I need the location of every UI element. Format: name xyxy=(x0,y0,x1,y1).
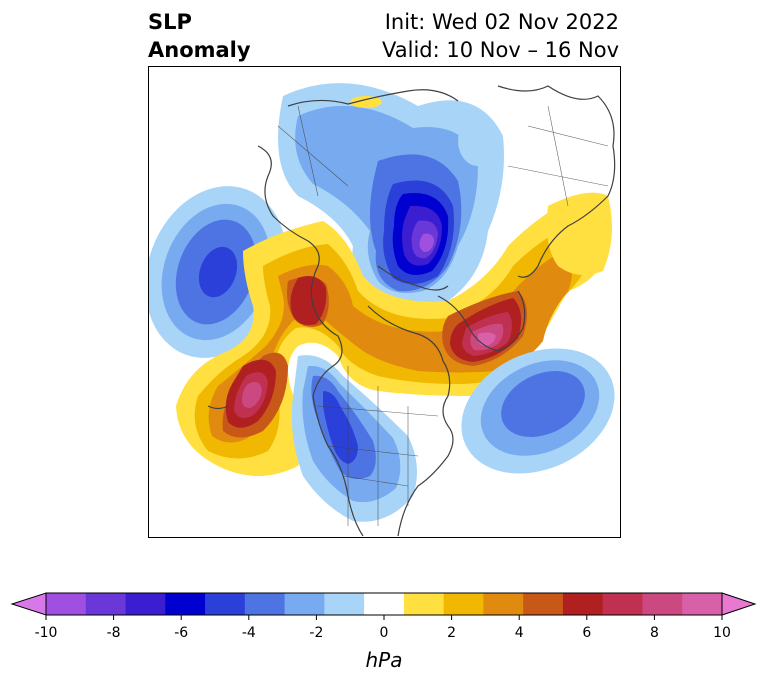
title-line-2: Anomaly xyxy=(148,38,251,62)
title-line-1: SLP xyxy=(148,10,192,34)
colorbar-cell xyxy=(523,593,564,615)
colorbar-cell xyxy=(165,593,206,615)
colorbar: -10 -8 -6 -4 -2 0 2 4 6 8 10 hPa xyxy=(10,592,757,672)
colorbar-cell xyxy=(483,593,524,615)
greenland-high-core xyxy=(450,298,522,362)
borders xyxy=(277,105,609,526)
colorbar-tick-label: 2 xyxy=(447,625,456,641)
colorbar-cell xyxy=(364,593,405,615)
colorbar-cell xyxy=(284,593,325,615)
chart-title: SLP Anomaly xyxy=(148,8,251,64)
north-america-low xyxy=(291,355,417,522)
colorbar-tick-label: -8 xyxy=(107,625,121,641)
europe-high-anomaly xyxy=(546,192,612,275)
colorbar-extend-min xyxy=(10,592,47,616)
colorbar-unit-label: hPa xyxy=(366,648,403,672)
colorbar-cell xyxy=(443,593,484,615)
chart-subtitle: Init: Wed 02 Nov 2022 Valid: 10 Nov – 16… xyxy=(382,8,619,64)
arctic-low-anomaly xyxy=(278,83,504,306)
map-frame xyxy=(148,66,621,538)
kara-sea-low xyxy=(458,116,498,166)
colorbar-tick-label: 4 xyxy=(515,625,524,641)
ne-pacific-high-core xyxy=(225,359,276,428)
colorbar-tick-label: 6 xyxy=(582,625,591,641)
colorbar-cell xyxy=(642,593,683,615)
colorbar-cell xyxy=(205,593,246,615)
bering-high-core xyxy=(290,275,327,325)
colorbar-cell xyxy=(244,593,286,615)
slp-anomaly-map xyxy=(148,66,621,538)
init-date-label: Init: Wed 02 Nov 2022 xyxy=(384,10,619,34)
colorbar-cell xyxy=(403,593,445,615)
siberia-small-high xyxy=(350,96,382,108)
colorbar-tick-label: 10 xyxy=(713,625,731,641)
colorbar-cell xyxy=(562,593,604,615)
colorbar-tick-label: 8 xyxy=(650,625,659,641)
pacific-low-anomaly xyxy=(148,186,287,358)
colorbar-tick-label: -6 xyxy=(174,625,188,641)
colorbar-cell xyxy=(125,593,166,615)
colorbar-cell xyxy=(85,593,127,615)
colorbar-tick-label: -2 xyxy=(309,625,323,641)
colorbar-tick-label: -10 xyxy=(35,625,58,641)
colorbar-cell xyxy=(46,593,87,615)
valid-range-label: Valid: 10 Nov – 16 Nov xyxy=(382,38,619,62)
colorbar-cell xyxy=(324,593,365,615)
colorbar-tick-label: 0 xyxy=(380,625,389,641)
colorbar-tick-label: -4 xyxy=(242,625,256,641)
atlantic-low-anomaly xyxy=(461,348,615,474)
colorbar-cell xyxy=(682,593,723,615)
colorbar-cell xyxy=(602,593,643,615)
colorbar-extend-max xyxy=(721,592,757,616)
coastlines xyxy=(207,85,616,537)
